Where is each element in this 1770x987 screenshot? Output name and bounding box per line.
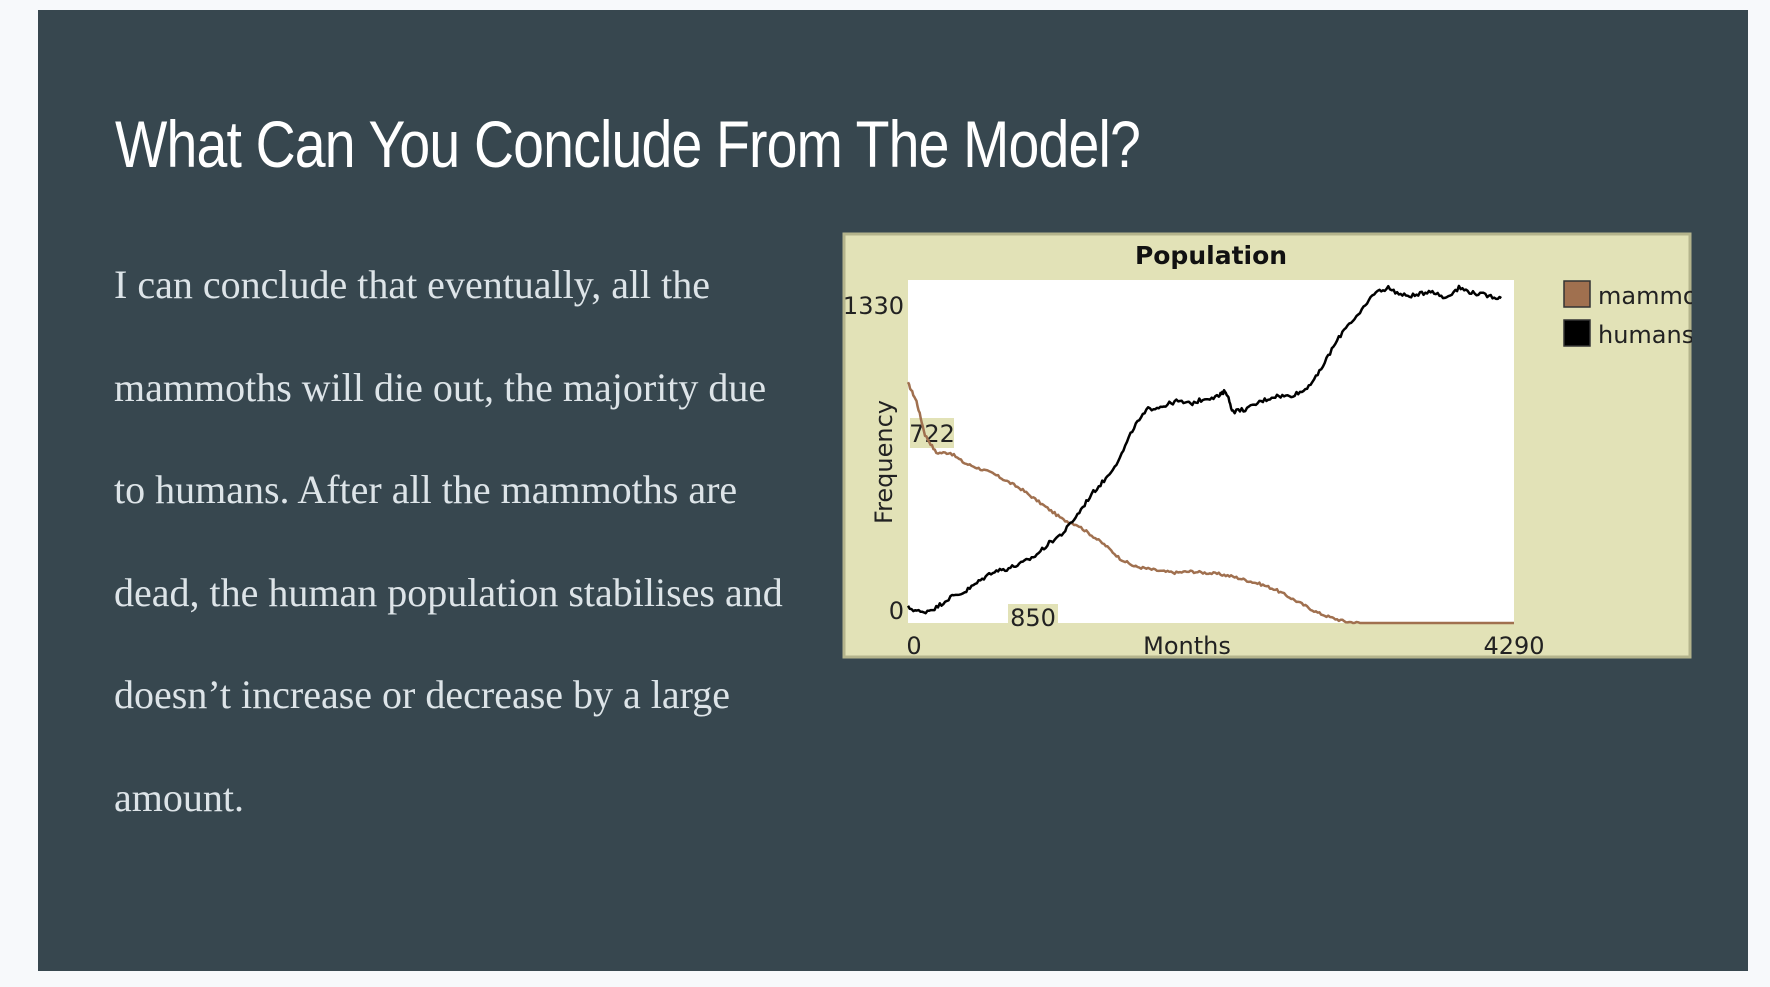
annotation-850: 850: [1010, 604, 1056, 632]
slide-body-text: I can conclude that eventually, all the …: [114, 234, 914, 849]
annotation-722: 722: [909, 420, 955, 448]
series-line-mammoths: [906, 381, 1514, 625]
body-line: mammoths will die out, the majority due: [114, 364, 767, 410]
legend: mammoths humans: [1563, 280, 1692, 349]
plot-area: [908, 280, 1514, 623]
series-layer: [906, 284, 1514, 625]
body-line: to humans. After all the mammoths are: [114, 467, 738, 512]
legend-swatch-humans: [1563, 319, 1591, 347]
annotation-722-background: [910, 418, 954, 448]
population-chart: Population 1330 0 0 4290 Months Frequenc…: [842, 232, 1692, 659]
legend-swatch-mammoths: [1563, 280, 1591, 308]
legend-label-mammoths: mammoths: [1598, 282, 1692, 310]
body-line: doesn’t increase or decrease by a large: [114, 672, 730, 717]
legend-label-humans: humans: [1598, 321, 1692, 349]
y-axis-label: Frequency: [870, 400, 898, 524]
body-line: amount.: [114, 774, 244, 820]
y-tick-max: 1330: [843, 292, 904, 320]
x-tick-max: 4290: [1483, 632, 1544, 659]
series-line-humans: [906, 284, 1502, 615]
slide-title: What Can You Conclude From The Model?: [115, 107, 1141, 181]
body-line: I can conclude that eventually, all the: [114, 262, 711, 307]
x-axis-label: Months: [1143, 632, 1231, 659]
x-tick-min: 0: [906, 632, 921, 659]
y-tick-min: 0: [889, 597, 904, 625]
body-line: dead, the human population stabilises an…: [114, 569, 783, 615]
population-chart-svg: Population 1330 0 0 4290 Months Frequenc…: [842, 232, 1692, 659]
annotation-850-background: [1008, 604, 1058, 634]
chart-title: Population: [1135, 241, 1287, 270]
